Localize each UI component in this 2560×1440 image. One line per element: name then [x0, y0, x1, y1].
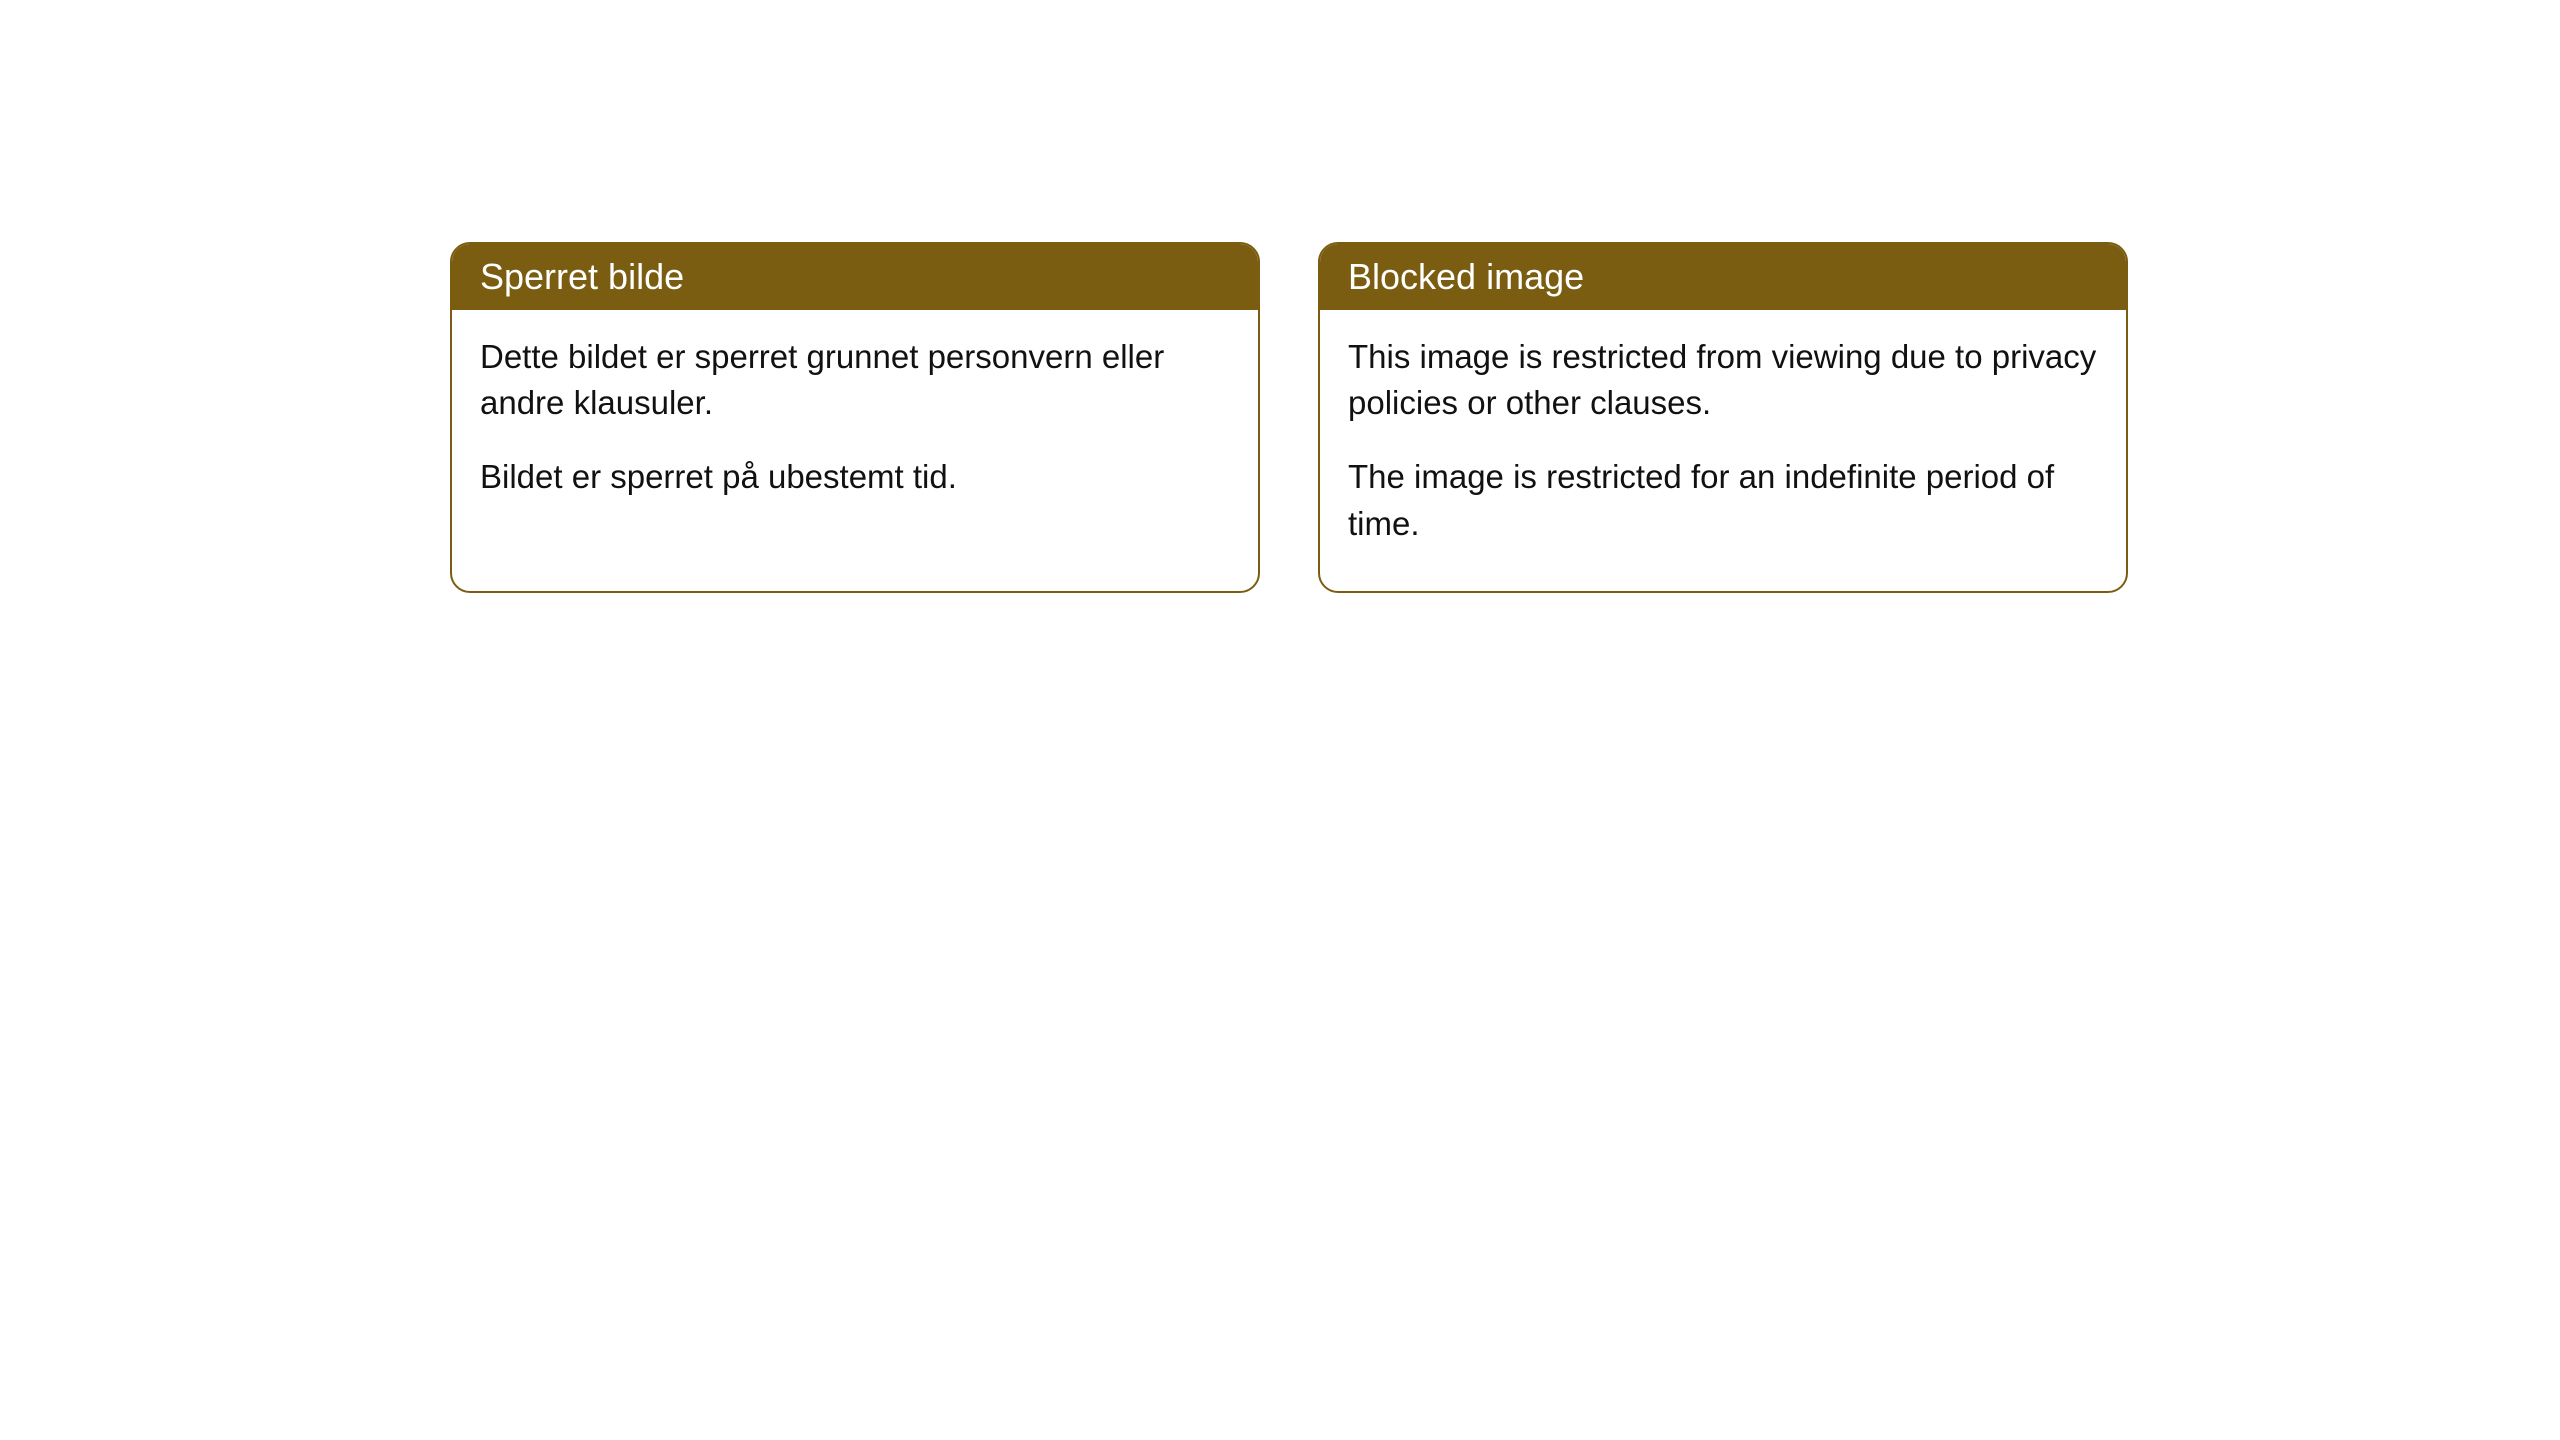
card-paragraph-1: Dette bildet er sperret grunnet personve… — [480, 334, 1230, 426]
card-body-english: This image is restricted from viewing du… — [1320, 310, 2126, 591]
card-body-norwegian: Dette bildet er sperret grunnet personve… — [452, 310, 1258, 545]
notice-cards-container: Sperret bilde Dette bildet er sperret gr… — [450, 242, 2128, 593]
card-paragraph-1: This image is restricted from viewing du… — [1348, 334, 2098, 426]
card-header-norwegian: Sperret bilde — [452, 244, 1258, 310]
notice-card-norwegian: Sperret bilde Dette bildet er sperret gr… — [450, 242, 1260, 593]
card-title: Sperret bilde — [480, 256, 684, 297]
card-paragraph-2: The image is restricted for an indefinit… — [1348, 454, 2098, 546]
card-title: Blocked image — [1348, 256, 1584, 297]
notice-card-english: Blocked image This image is restricted f… — [1318, 242, 2128, 593]
card-header-english: Blocked image — [1320, 244, 2126, 310]
card-paragraph-2: Bildet er sperret på ubestemt tid. — [480, 454, 1230, 500]
